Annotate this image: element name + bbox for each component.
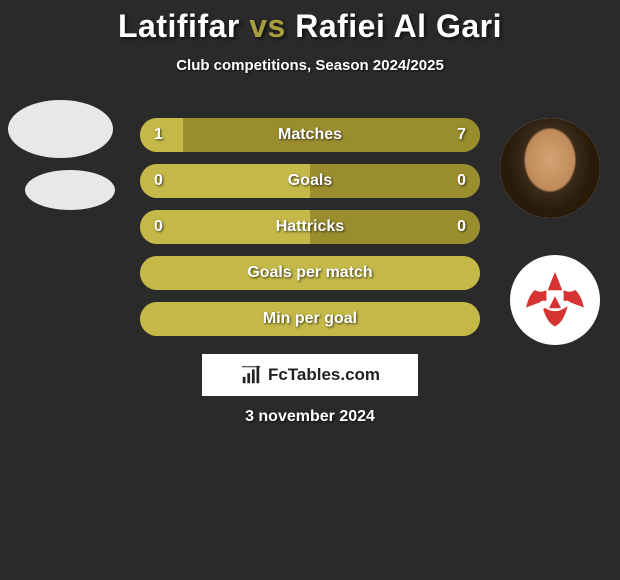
bar-left-value: 0: [154, 218, 163, 236]
player1-avatar-placeholder: [8, 100, 113, 158]
date-text: 3 november 2024: [0, 408, 620, 426]
watermark: FcTables.com: [202, 354, 418, 396]
bar-left-fill: [140, 164, 310, 198]
bar-label: Goals: [288, 172, 332, 190]
bar-label: Min per goal: [263, 310, 357, 328]
face-icon: [500, 118, 600, 218]
bar-left-value: 1: [154, 126, 163, 144]
bar-label: Goals per match: [247, 264, 372, 282]
stat-bar: Goals per match: [140, 256, 480, 290]
bar-label: Matches: [278, 126, 342, 144]
stat-bar: Goals 0 0: [140, 164, 480, 198]
page-title: Latififar vs Rafiei Al Gari: [0, 0, 620, 45]
bar-right-fill: [310, 164, 480, 198]
player2-avatar: [500, 118, 600, 218]
bar-label: Hattricks: [276, 218, 344, 236]
stat-bar: Matches 1 7: [140, 118, 480, 152]
bar-right-value: 7: [457, 126, 466, 144]
stat-bar: Hattricks 0 0: [140, 210, 480, 244]
bar-right-value: 0: [457, 218, 466, 236]
stat-bar: Min per goal: [140, 302, 480, 336]
title-vs: vs: [249, 8, 286, 44]
title-player2: Rafiei Al Gari: [295, 8, 502, 44]
subtitle: Club competitions, Season 2024/2025: [0, 57, 620, 74]
club-logo-icon: [510, 255, 600, 345]
bar-left-value: 0: [154, 172, 163, 190]
chart-icon: [240, 364, 262, 386]
player1-club-placeholder: [25, 170, 115, 210]
bar-right-value: 0: [457, 172, 466, 190]
stats-bars: Matches 1 7 Goals 0 0 Hattricks 0 0 Goals per mat…: [140, 118, 480, 348]
title-player1: Latififar: [118, 8, 240, 44]
watermark-text: FcTables.com: [268, 365, 380, 385]
player2-club-logo: [510, 255, 600, 345]
